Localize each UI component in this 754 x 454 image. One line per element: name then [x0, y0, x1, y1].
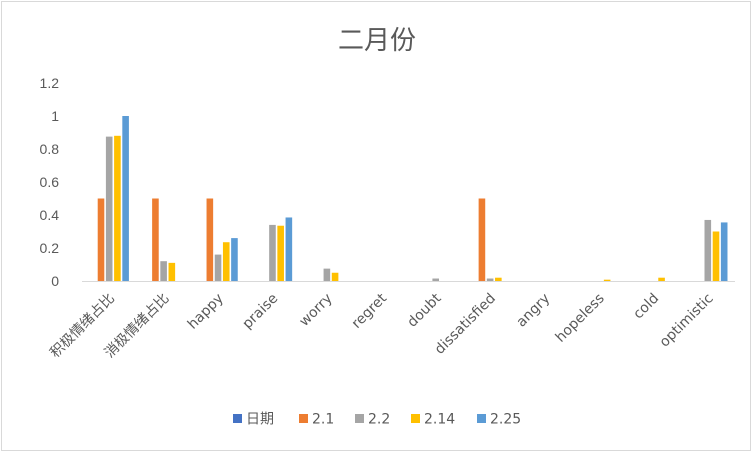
x-tick-label: hopeless: [553, 291, 608, 346]
bar: [704, 219, 712, 281]
bar: [495, 277, 502, 281]
y-tick-label: 1: [51, 108, 59, 124]
bar: [269, 224, 276, 281]
legend-label: 2.25: [490, 412, 521, 428]
y-tick-label: 1.2: [40, 75, 60, 91]
y-tick-label: 0.2: [40, 240, 60, 256]
bar: [168, 262, 176, 281]
x-tick-label: cold: [630, 291, 662, 323]
x-tick-label: angry: [513, 291, 553, 331]
bar: [114, 135, 121, 281]
x-tick-label: happy: [185, 291, 227, 333]
bar: [122, 116, 129, 281]
legend-label: 2.14: [424, 412, 455, 428]
chart-title: 二月份: [337, 26, 416, 56]
y-tick-label: 0.8: [40, 141, 60, 157]
y-tick-label: 0.6: [40, 174, 60, 190]
x-tick-label: regret: [349, 290, 391, 332]
x-tick-label: praise: [240, 291, 282, 333]
legend-label: 2.2: [368, 412, 390, 428]
y-tick-label: 0.4: [40, 207, 60, 223]
bar: [222, 242, 230, 281]
x-tick-label: doubt: [404, 290, 444, 330]
bar: [160, 261, 167, 281]
bar: [486, 278, 494, 281]
legend-swatch: [233, 414, 242, 423]
bar: [105, 136, 113, 281]
legend-swatch: [355, 414, 364, 423]
bar: [206, 198, 214, 281]
legend-label: 2.1: [312, 412, 334, 428]
bar: [231, 238, 238, 281]
legend-swatch: [299, 414, 308, 423]
bar: [285, 217, 293, 281]
legend-label: 日期: [246, 412, 274, 428]
x-tick-label: worry: [296, 291, 335, 330]
legend-swatch: [411, 414, 420, 423]
bar: [712, 231, 720, 281]
bar: [331, 272, 339, 281]
x-tick-label: optimistic: [657, 291, 717, 351]
bar: [277, 225, 284, 281]
y-tick-label: 0: [51, 273, 59, 289]
bar: [603, 279, 611, 281]
bar: [658, 277, 665, 281]
bar: [214, 254, 222, 281]
bar: [478, 198, 486, 281]
bar: [432, 278, 440, 281]
bar: [97, 198, 105, 281]
legend-swatch: [477, 414, 486, 423]
bar: [720, 222, 728, 281]
bar: [323, 268, 331, 281]
bar: [152, 198, 159, 281]
